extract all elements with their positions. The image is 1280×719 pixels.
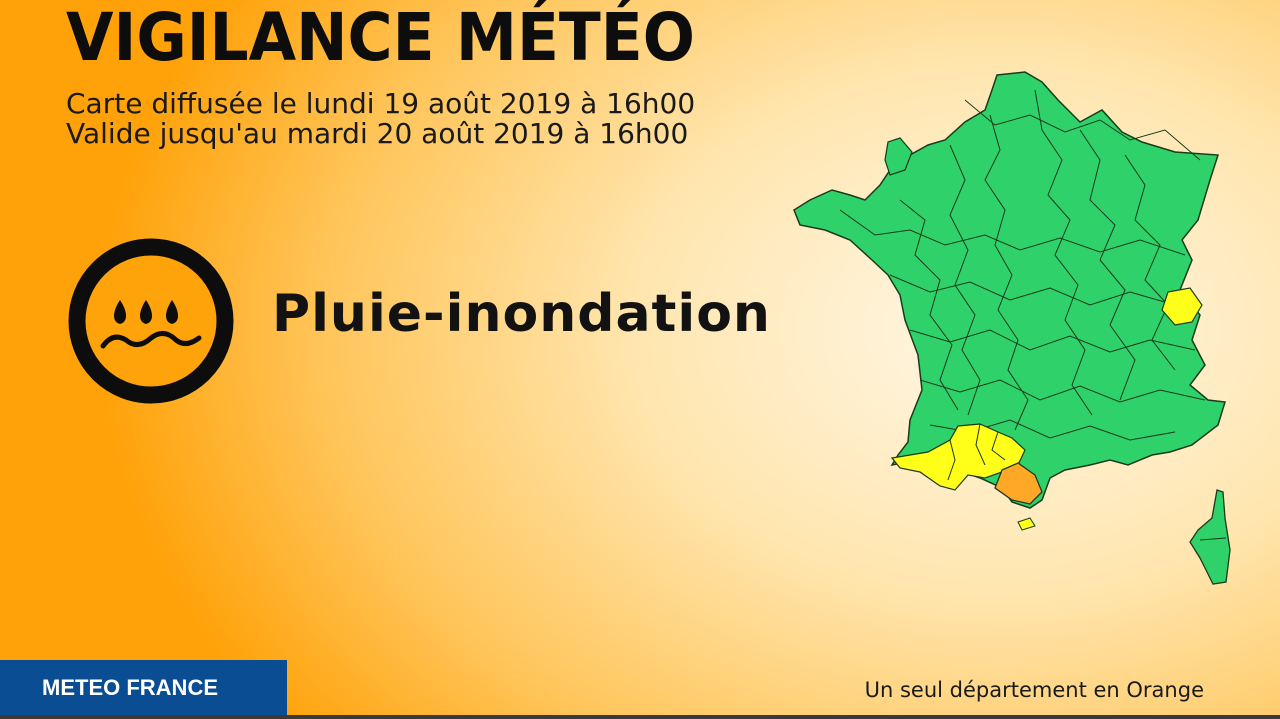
rain-flood-icon xyxy=(68,238,234,404)
orange-dept xyxy=(994,462,1043,505)
legend-note: Un seul département en Orange xyxy=(864,678,1204,702)
france-vigilance-map xyxy=(780,60,1250,600)
phenomenon-label: Pluie-inondation xyxy=(272,284,771,344)
brand-logo: METEO FRANCE xyxy=(0,660,287,716)
bottom-divider xyxy=(0,715,1280,719)
issued-date: Carte diffusée le lundi 19 août 2019 à 1… xyxy=(66,87,696,120)
france-mainland xyxy=(793,71,1226,509)
yellow-dept-east xyxy=(1161,287,1203,326)
corsica xyxy=(1189,489,1231,585)
page-title: VIGILANCE MÉTÉO xyxy=(66,0,695,76)
valid-until: Valide jusqu'au mardi 20 août 2019 à 16h… xyxy=(66,117,689,150)
